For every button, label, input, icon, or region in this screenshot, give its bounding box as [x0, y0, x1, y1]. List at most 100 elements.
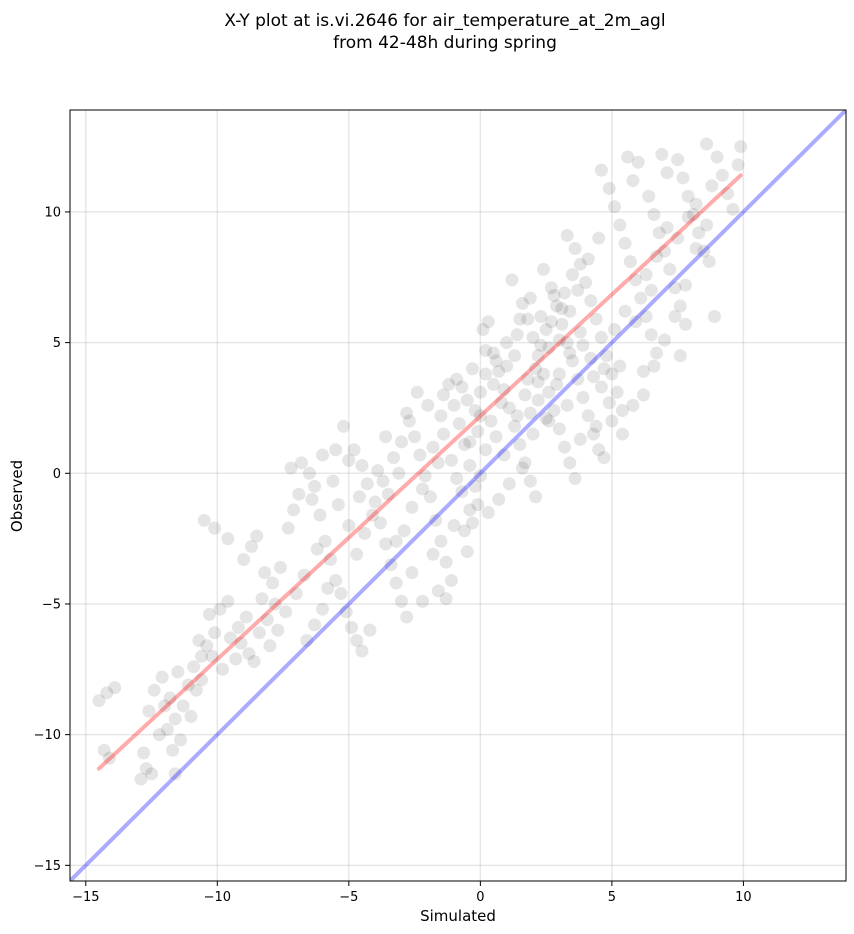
scatter-point — [660, 221, 674, 235]
scatter-point — [642, 189, 656, 203]
scatter-point — [589, 419, 603, 433]
scatter-point — [508, 349, 522, 363]
scatter-point — [518, 456, 532, 470]
scatter-point — [358, 526, 372, 540]
scatter-point — [634, 291, 648, 305]
scatter-point — [544, 315, 558, 329]
scatter-point — [145, 767, 159, 781]
scatter-point — [531, 393, 545, 407]
scatter-point — [460, 545, 474, 559]
scatter-point — [631, 155, 645, 169]
scatter-point — [721, 187, 735, 201]
scatter-point — [647, 208, 661, 222]
scatter-point — [195, 673, 209, 687]
scatter-point — [560, 228, 574, 242]
scatter-point — [542, 414, 556, 428]
scatter-point — [644, 283, 658, 297]
identity-line — [70, 110, 846, 881]
x-tick-label: 0 — [476, 890, 484, 905]
scatter-point — [671, 231, 685, 245]
scatter-point — [434, 534, 448, 548]
scatter-point — [216, 662, 230, 676]
scatter-point — [671, 153, 685, 167]
scatter-point — [400, 406, 414, 420]
scatter-point — [242, 647, 256, 661]
scatter-point — [479, 367, 493, 381]
scatter-point — [668, 309, 682, 323]
scatter-point — [608, 200, 622, 214]
scatter-point — [673, 349, 687, 363]
scatter-point — [316, 448, 330, 462]
scatter-point — [444, 453, 458, 467]
scatter-point — [500, 336, 514, 350]
scatter-point — [544, 281, 558, 295]
scatter-point — [368, 495, 382, 509]
scatter-point — [305, 492, 319, 506]
scatter-point — [600, 349, 614, 363]
scatter-point — [384, 558, 398, 572]
scatter-point — [439, 555, 453, 569]
scatter-point — [263, 639, 277, 653]
scatter-point — [492, 492, 506, 506]
scatter-point — [552, 422, 566, 436]
scatter-point — [415, 482, 429, 496]
scatter-point — [173, 733, 187, 747]
scatter-point — [355, 644, 369, 658]
scatter-point — [168, 712, 182, 726]
scatter-point — [479, 443, 493, 457]
scatter-point — [565, 268, 579, 282]
scatter-point — [565, 354, 579, 368]
scatter-point — [316, 602, 330, 616]
scatter-point — [463, 458, 477, 472]
scatter-point — [439, 592, 453, 606]
scatter-point — [450, 372, 464, 386]
scatter-point — [731, 158, 745, 172]
scatter-point — [381, 487, 395, 501]
scatter-point — [373, 516, 387, 530]
scatter-point — [657, 333, 671, 347]
scatter-point — [392, 466, 406, 480]
scatter-point — [155, 670, 169, 684]
scatter-point — [437, 427, 451, 441]
scatter-point — [102, 751, 116, 765]
scatter-point — [300, 634, 314, 648]
scatter-point — [184, 709, 198, 723]
scatter-point — [239, 610, 253, 624]
scatter-point — [592, 231, 606, 245]
chart-title-line1: X-Y plot at is.vi.2646 for air_temperatu… — [224, 11, 665, 31]
scatter-point — [597, 362, 611, 376]
scatter-point — [734, 140, 748, 154]
scatter-point — [487, 377, 501, 391]
regression-line — [96, 173, 743, 771]
scatter-point — [563, 456, 577, 470]
scatter-point — [542, 385, 556, 399]
scatter-point — [187, 660, 201, 674]
scatter-point — [586, 427, 600, 441]
y-axis-ticks: −15 −10 −5 0 5 10 — [34, 205, 70, 874]
scatter-point — [408, 430, 422, 444]
scatter-point — [555, 302, 569, 316]
fit-lines — [70, 110, 846, 881]
scatter-point — [563, 304, 577, 318]
scatter-point — [471, 424, 485, 438]
scatter-point — [394, 435, 408, 449]
scatter-point — [521, 372, 535, 386]
scatter-point — [189, 683, 203, 697]
scatter-point — [692, 226, 706, 240]
scatter-point — [413, 448, 427, 462]
scatter-point — [700, 137, 714, 151]
scatter-point — [245, 539, 259, 553]
scatter-point — [531, 375, 545, 389]
scatter-point — [447, 398, 461, 412]
scatter-point — [679, 317, 693, 331]
scatter-point — [465, 516, 479, 530]
scatter-point — [650, 249, 664, 263]
scatter-point — [686, 208, 700, 222]
scatter-point — [231, 620, 245, 634]
scatter-point — [389, 576, 403, 590]
scatter-point — [250, 529, 264, 543]
scatter-point — [168, 767, 182, 781]
scatter-point — [205, 649, 219, 663]
scatter-point — [171, 665, 185, 679]
